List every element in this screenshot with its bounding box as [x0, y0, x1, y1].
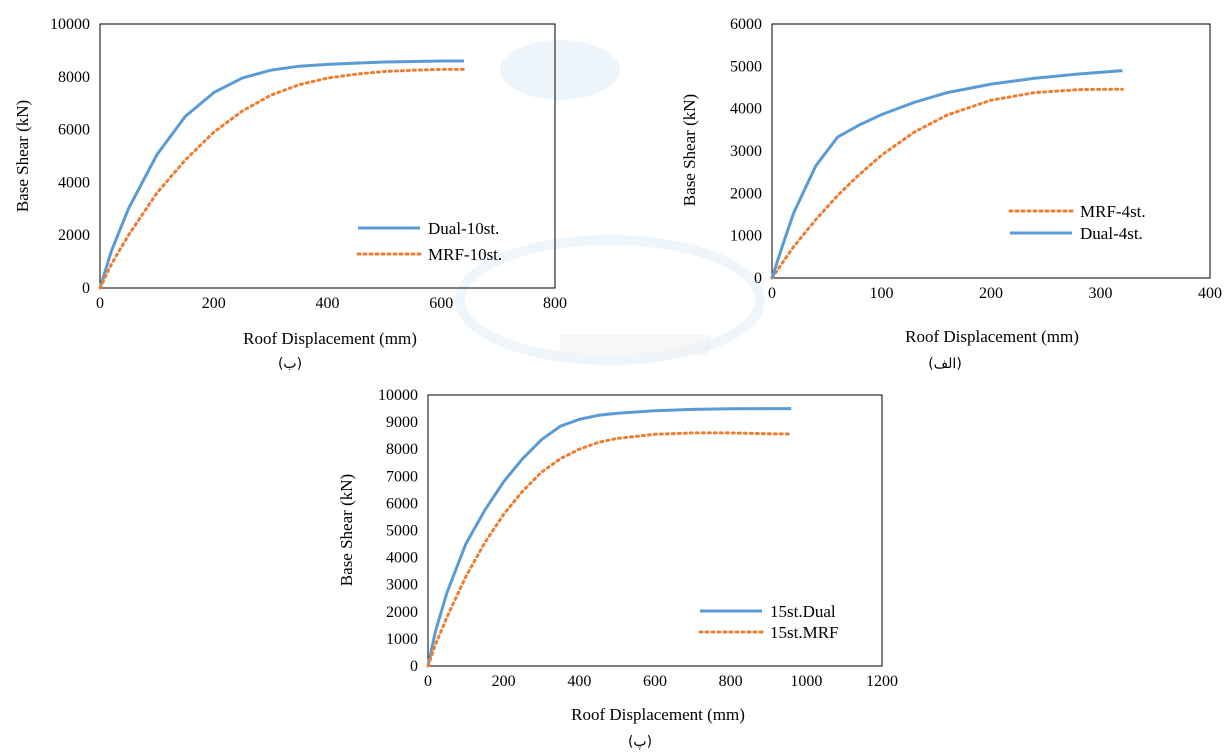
chart-caption: (پ) — [628, 734, 652, 750]
y-tick-label: 4000 — [730, 101, 762, 118]
x-axis-ticks: 0 200 400 600 800 1000 1200 — [424, 673, 898, 690]
chart-15-story: 0 200 400 600 800 1000 1200 0 1000 2000 3000 4000 5… — [337, 387, 898, 750]
chart-caption: (ب) — [278, 356, 302, 372]
series-line-15st.MRF — [426, 431, 793, 668]
legend: 15st.Dual 15st.MRF — [698, 602, 839, 642]
x-tick-label: 600 — [429, 295, 453, 312]
y-axis-ticks: 0 1000 2000 3000 4000 5000 6000 7000 8000 9000 100… — [378, 387, 418, 675]
legend: MRF-4st. Dual-4st. — [1008, 202, 1146, 243]
plot-area — [427, 394, 883, 667]
y-axis-title: Base Shear (kN) — [13, 100, 32, 212]
x-tick-label: 800 — [719, 673, 743, 690]
watermark — [455, 40, 765, 365]
y-tick-label: 4000 — [386, 550, 418, 567]
legend-label: Dual-4st. — [1080, 224, 1143, 243]
x-axis-title: Roof Displacement (mm) — [243, 329, 417, 348]
x-tick-label: 800 — [543, 295, 567, 312]
y-tick-label: 1000 — [730, 228, 762, 245]
x-axis-title: Roof Displacement (mm) — [571, 705, 745, 724]
plot-area — [771, 23, 1211, 279]
legend-label: MRF-4st. — [1080, 202, 1146, 221]
y-tick-label: 2000 — [58, 227, 90, 244]
y-tick-label: 0 — [410, 658, 418, 675]
series-line-MRF-10st. — [98, 67, 466, 290]
x-tick-label: 200 — [979, 285, 1003, 302]
series-line-MRF-4st. — [770, 87, 1124, 280]
series-group — [98, 59, 466, 290]
y-axis-title: Base Shear (kN) — [337, 474, 356, 586]
y-tick-label: 0 — [82, 280, 90, 297]
series-line-15st.Dual — [426, 407, 792, 667]
legend-label: 15st.Dual — [770, 602, 836, 621]
y-tick-label: 4000 — [58, 174, 90, 191]
chart-4-story: 0 100 200 300 400 0100020003000400050006000 … — [680, 16, 1222, 372]
y-tick-label: 5000 — [730, 58, 762, 75]
y-tick-label: 8000 — [58, 69, 90, 86]
x-axis-ticks: 0 200 400 600 800 — [96, 295, 567, 312]
y-tick-label: 2000 — [730, 185, 762, 202]
y-axis-ticks: 0 1000 2000 3000 4000 5000 6000 — [730, 16, 762, 287]
x-tick-label: 200 — [492, 673, 516, 690]
y-tick-label: 0 — [754, 270, 762, 287]
y-axis-ticks: 0 2000 4000 6000 8000 10000 — [50, 16, 90, 297]
x-tick-label: 600 — [643, 673, 667, 690]
y-tick-label: 1000 — [386, 631, 418, 648]
y-tick-label: 2000 — [386, 604, 418, 621]
legend-label: MRF-10st. — [428, 245, 502, 264]
series-line-Dual-4st. — [770, 69, 1123, 279]
y-tick-label: 5000 — [386, 523, 418, 540]
y-tick-label: 7000 — [386, 468, 418, 485]
legend-label: Dual-10st. — [428, 219, 499, 238]
x-axis-ticks: 0 100 200 300 400 — [768, 285, 1222, 302]
legend-label: 15st.MRF — [770, 623, 839, 642]
x-tick-label: 400 — [1198, 285, 1222, 302]
y-tick-label: 10000 — [50, 16, 90, 33]
x-tick-label: 0 — [96, 295, 104, 312]
x-tick-label: 200 — [202, 295, 226, 312]
y-tick-label: 3000 — [730, 143, 762, 160]
chart-caption: (الف) — [928, 356, 962, 372]
x-axis-title: Roof Displacement (mm) — [905, 327, 1079, 346]
y-tick-label: 6000 — [58, 122, 90, 139]
chart-10-story: 0 200 400 600 800 0 2000 4000 6000 8000 10000 Roo… — [13, 16, 567, 372]
x-tick-label: 300 — [1089, 285, 1113, 302]
legend: Dual-10st. MRF-10st. — [356, 219, 502, 264]
y-tick-label: 9000 — [386, 414, 418, 431]
plot-area — [99, 23, 556, 289]
y-axis-title: Base Shear (kN) — [680, 94, 699, 206]
y-tick-label: 6000 — [386, 495, 418, 512]
x-tick-label: 1200 — [866, 673, 898, 690]
x-tick-label: 100 — [870, 285, 894, 302]
x-tick-label: 400 — [567, 673, 591, 690]
y-tick-label: 10000 — [378, 387, 418, 404]
x-tick-label: 1000 — [790, 673, 822, 690]
x-tick-label: 0 — [424, 673, 432, 690]
y-tick-label: 3000 — [386, 577, 418, 594]
series-group — [426, 407, 793, 668]
series-line-Dual-10st. — [98, 59, 464, 289]
x-tick-label: 400 — [316, 295, 340, 312]
y-tick-label: 8000 — [386, 441, 418, 458]
y-tick-label: 6000 — [730, 16, 762, 33]
x-tick-label: 0 — [768, 285, 776, 302]
series-group — [770, 69, 1124, 280]
